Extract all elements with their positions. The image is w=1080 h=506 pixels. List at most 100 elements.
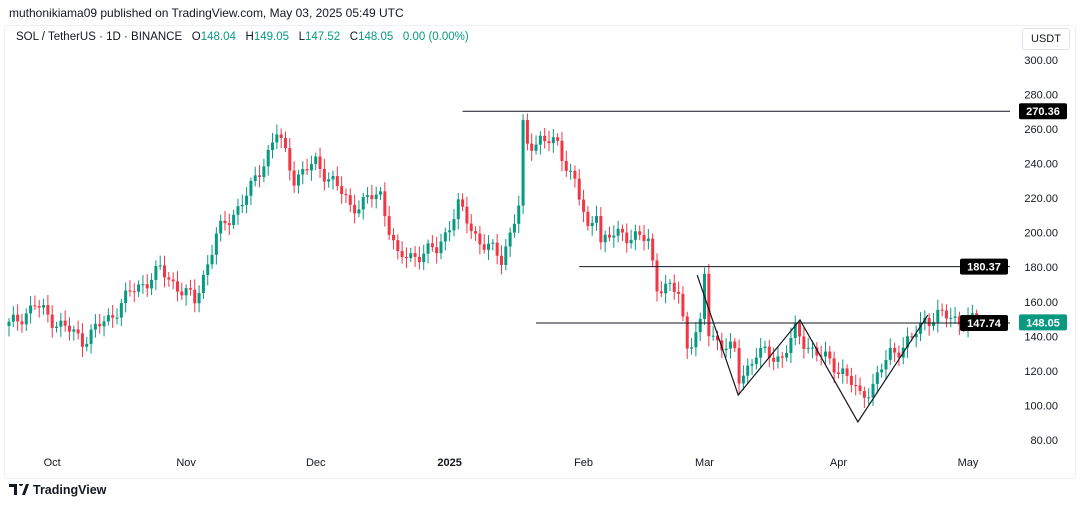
candle-body xyxy=(577,178,581,200)
candle-body xyxy=(387,216,391,235)
candle-body xyxy=(11,314,15,322)
candle-body xyxy=(906,336,910,348)
candle-body xyxy=(633,231,637,240)
x-tick-label: Mar xyxy=(695,457,714,469)
candle-body xyxy=(422,253,426,263)
candle-body xyxy=(80,333,84,347)
candle-body xyxy=(707,273,711,337)
candle-body xyxy=(551,137,555,144)
double-bottom-pattern-line xyxy=(696,274,929,424)
candle-body xyxy=(137,284,141,292)
symbol-name[interactable]: SOL / TetherUS · 1D · BINANCE xyxy=(16,31,183,43)
candle-body xyxy=(102,321,106,327)
candle-body xyxy=(642,234,646,241)
candle-body xyxy=(664,283,668,294)
candle-body xyxy=(210,254,214,265)
candle-body xyxy=(875,372,879,384)
candle-body xyxy=(677,291,681,294)
candle-body xyxy=(197,292,201,304)
candle-body xyxy=(111,315,115,318)
candle-body xyxy=(383,191,387,217)
candle-body xyxy=(880,369,884,373)
candle-body xyxy=(379,191,383,195)
candle-body xyxy=(832,358,836,373)
candle-body xyxy=(802,336,806,349)
candle-body xyxy=(271,142,275,150)
candle-body xyxy=(163,265,167,278)
candle-body xyxy=(897,352,901,358)
candle-body xyxy=(629,239,633,244)
candle-body xyxy=(478,233,482,245)
close-label: C xyxy=(349,31,359,43)
candle-body xyxy=(456,199,460,220)
candle-body xyxy=(258,175,262,177)
candle-body xyxy=(871,383,875,398)
candle-body xyxy=(573,170,577,179)
candle-body xyxy=(400,251,404,258)
candle-body xyxy=(672,282,676,292)
candle-body xyxy=(560,140,564,161)
candle-body xyxy=(59,320,63,327)
candle-body xyxy=(512,223,516,233)
candle-body xyxy=(240,204,244,207)
level-price-label: 180.37 xyxy=(967,262,1001,274)
low-value: 147.52 xyxy=(305,31,341,43)
candle-body xyxy=(534,144,538,151)
candle-body xyxy=(296,174,300,186)
y-tick-label: 260.00 xyxy=(1024,124,1058,136)
candle-body xyxy=(517,205,521,224)
candle-body xyxy=(798,323,802,337)
candle-body xyxy=(711,335,715,337)
candle-body xyxy=(789,337,793,354)
candle-body xyxy=(124,290,128,304)
candle-body xyxy=(884,359,888,370)
candle-body xyxy=(322,168,326,182)
level-price-label: 270.36 xyxy=(1026,106,1060,118)
candle-body xyxy=(154,266,158,280)
candle-body xyxy=(361,196,365,210)
y-tick-label: 300.00 xyxy=(1024,55,1058,67)
candle-body xyxy=(556,137,560,141)
candle-body xyxy=(262,166,266,177)
publisher-line: muthonikiama09 published on TradingView.… xyxy=(9,6,404,20)
candle-body xyxy=(646,238,650,241)
candle-body xyxy=(417,256,421,263)
candle-body xyxy=(171,279,175,282)
candle-body xyxy=(919,322,923,334)
candle-body xyxy=(698,318,702,333)
candle-body xyxy=(521,120,525,206)
candle-body xyxy=(772,357,776,362)
close-value: 148.05 xyxy=(358,31,394,43)
candle-body xyxy=(206,264,210,275)
chart-frame xyxy=(4,25,1076,479)
candle-body xyxy=(491,242,495,244)
candle-body xyxy=(184,288,188,296)
candle-body xyxy=(867,397,871,399)
tradingview-logo[interactable]: TradingView xyxy=(9,483,106,497)
candle-body xyxy=(582,199,586,212)
y-tick-label: 120.00 xyxy=(1024,366,1058,378)
candle-body xyxy=(914,333,918,338)
y-tick-label: 180.00 xyxy=(1024,262,1058,274)
y-tick-label: 200.00 xyxy=(1024,228,1058,240)
candle-body xyxy=(461,199,465,207)
candle-body xyxy=(785,353,789,358)
candle-body xyxy=(16,314,20,322)
last-price-tag xyxy=(1019,314,1067,331)
candle-body xyxy=(443,232,447,242)
candle-body xyxy=(737,348,741,384)
candle-body xyxy=(188,288,192,290)
candle-body xyxy=(335,176,339,187)
candle-body xyxy=(7,321,11,326)
candle-body xyxy=(811,347,815,349)
candle-body xyxy=(24,313,28,325)
x-tick-label: 2025 xyxy=(437,457,461,469)
candle-body xyxy=(29,305,33,314)
candle-body xyxy=(733,341,737,349)
candle-body xyxy=(76,329,80,334)
candle-body xyxy=(348,195,352,205)
candle-body xyxy=(750,364,754,366)
candle-body xyxy=(340,186,344,195)
currency-button[interactable]: USDT xyxy=(1022,28,1070,50)
